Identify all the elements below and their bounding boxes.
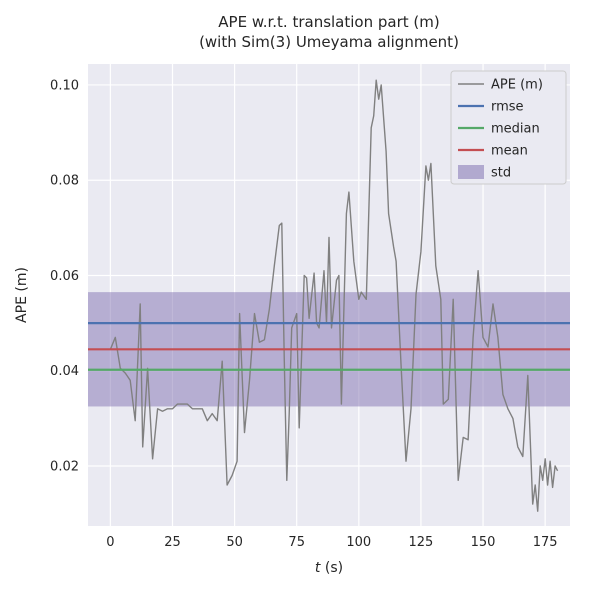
y-tick-label: 0.08: [50, 174, 79, 189]
chart-subtitle: (with Sim(3) Umeyama alignment): [199, 33, 459, 51]
y-axis-label: APE (m): [14, 267, 30, 323]
x-tick-label: 75: [288, 535, 305, 550]
legend: APE (m) rmse median mean std: [450, 70, 567, 185]
x-tick-label: 50: [226, 535, 243, 550]
legend-label-ape: APE (m): [491, 78, 543, 93]
legend-std-patch-sample: [458, 165, 484, 179]
x-axis-label: t (s): [315, 560, 343, 576]
y-tick-label: 0.06: [50, 269, 79, 284]
x-axis-label-unit: (s): [320, 560, 343, 576]
x-tick-label: 100: [346, 535, 371, 550]
x-tick-label: 0: [106, 535, 114, 550]
x-axis-label-variable: t: [315, 560, 321, 576]
y-tick-label: 0.10: [50, 78, 79, 93]
ape-series-line: [109, 79, 559, 512]
y-tick-label: 0.04: [50, 364, 79, 379]
x-tick-label: 175: [533, 535, 558, 550]
chart-title: APE w.r.t. translation part (m): [218, 13, 439, 31]
y-tick-label: 0.02: [50, 459, 79, 474]
x-tick-label: 25: [164, 535, 181, 550]
chart-dynamic-layer: 0 25 50 75 100 125 150 175 0.02 0.04 0.06 0.08 0.10: [50, 64, 570, 550]
legend-label-mean: mean: [491, 144, 528, 159]
x-tick-label: 150: [471, 535, 496, 550]
legend-box: [450, 70, 567, 185]
legend-label-median: median: [491, 122, 540, 137]
legend-label-std: std: [491, 166, 511, 181]
legend-label-rmse: rmse: [491, 100, 524, 115]
x-tick-label: 125: [409, 535, 434, 550]
